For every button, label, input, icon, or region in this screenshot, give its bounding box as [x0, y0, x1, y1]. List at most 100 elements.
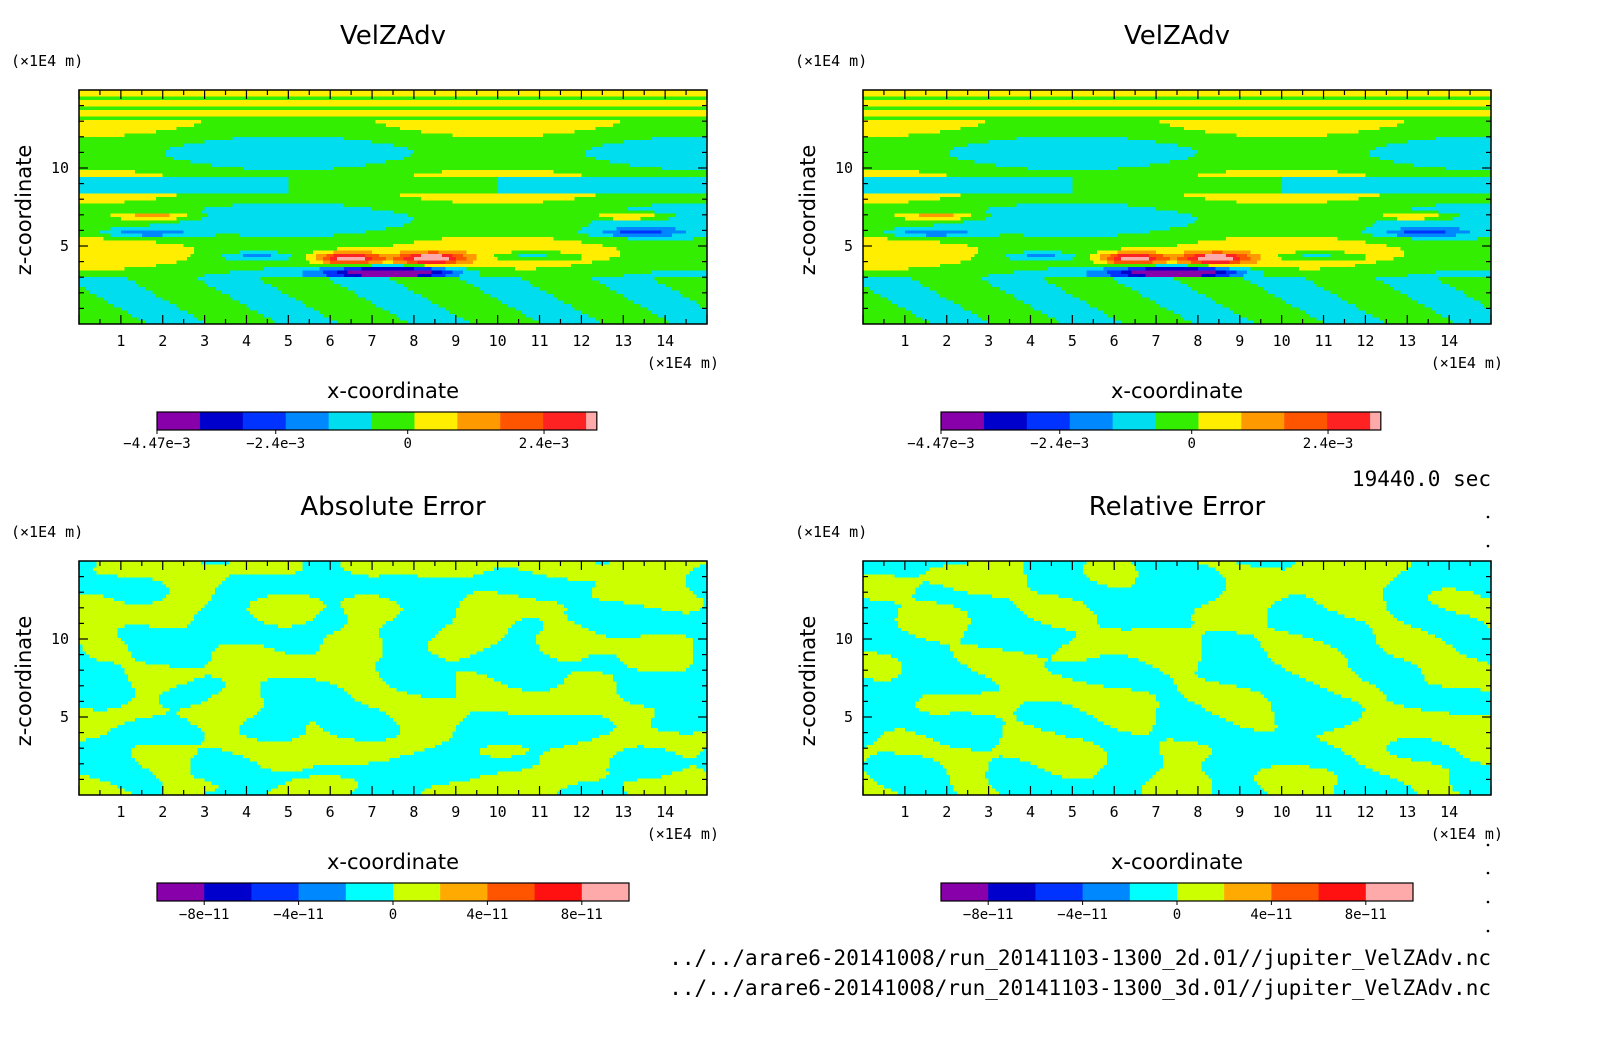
field-cell [383, 140, 387, 144]
field-cell [522, 130, 526, 134]
field-cell [519, 107, 523, 111]
field-cell [379, 154, 383, 158]
field-cell [117, 107, 121, 111]
field-cell [414, 117, 418, 121]
field-cell [243, 164, 247, 168]
field-cell [320, 117, 324, 121]
field-cell [274, 107, 278, 111]
field-cell [236, 140, 240, 144]
field-cell [630, 107, 634, 111]
field-cell [257, 117, 261, 121]
field-cell [693, 117, 697, 121]
field-cell [274, 117, 278, 121]
field-cell [648, 107, 652, 111]
field-cell [142, 140, 146, 144]
field-cell [390, 154, 394, 158]
field-cell [533, 93, 537, 97]
field-cell [260, 117, 264, 121]
field-cell [152, 154, 156, 158]
field-cell [201, 140, 205, 144]
field-cell [466, 117, 470, 121]
chart-panel: VelZAdv(×1E4 m)1 2 3 4 5 6 7 8 9 10 11 12 13 14510(×1… [11, 21, 719, 452]
field-cell [281, 117, 285, 121]
field-cell [96, 130, 100, 134]
field-cell [526, 130, 530, 134]
field-cell [634, 107, 638, 111]
field-cell [424, 140, 428, 144]
field-cell [690, 130, 694, 134]
field-cell [114, 117, 118, 121]
field-cell [526, 140, 530, 144]
field-cell [676, 107, 680, 111]
field-cell [424, 154, 428, 158]
field-cell [320, 130, 324, 134]
field-cell [428, 93, 432, 97]
field-cell [536, 107, 540, 111]
field-cell [344, 154, 348, 158]
field-cell [152, 130, 156, 134]
field-cell [508, 154, 512, 158]
field-cell [306, 154, 310, 158]
field-cell [187, 140, 191, 144]
field-cell [491, 117, 495, 121]
field-cell [477, 154, 481, 158]
field-cell [470, 117, 474, 121]
field-cell [407, 140, 411, 144]
field-cell [131, 117, 135, 121]
field-cell [574, 93, 578, 97]
field-cell [135, 154, 139, 158]
field-cell [191, 164, 195, 168]
field-cell [372, 117, 376, 121]
field-cell [665, 117, 669, 121]
field-cell [665, 164, 669, 168]
field-cell [306, 107, 310, 111]
field-cell [393, 107, 397, 111]
field-cell [180, 117, 184, 121]
field-cell [560, 140, 564, 144]
field-cell [574, 154, 578, 158]
field-cell [173, 154, 177, 158]
field-cell [86, 107, 90, 111]
field-cell [459, 164, 463, 168]
field-cell [571, 93, 575, 97]
field-cell [386, 107, 390, 111]
field-cell [285, 117, 289, 121]
field-cell [648, 130, 652, 134]
field-cell [512, 107, 516, 111]
field-cell [655, 140, 659, 144]
field-cell [396, 140, 400, 144]
field-cell [487, 164, 491, 168]
field-cell [491, 130, 495, 134]
field-cell [302, 130, 306, 134]
field-cell [669, 140, 673, 144]
field-cell [564, 154, 568, 158]
field-cell [498, 107, 502, 111]
field-cell [595, 140, 599, 144]
field-cell [121, 107, 125, 111]
field-cell [337, 154, 341, 158]
field-cell [302, 117, 306, 121]
field-cell [651, 164, 655, 168]
field-cell [362, 154, 366, 158]
field-cell [557, 117, 561, 121]
field-cell [529, 130, 533, 134]
field-cell [124, 107, 128, 111]
field-cell [177, 154, 181, 158]
field-cell [651, 93, 655, 97]
field-cell [379, 130, 383, 134]
field-cell [672, 130, 676, 134]
field-cell [295, 140, 299, 144]
field-cell [613, 107, 617, 111]
field-cell [515, 107, 519, 111]
field-cell [257, 164, 261, 168]
field-cell [341, 154, 345, 158]
field-cell [616, 130, 620, 134]
field-cell [351, 154, 355, 158]
field-cell [142, 93, 146, 97]
field-cell [480, 93, 484, 97]
field-cell [292, 164, 296, 168]
field-cell [257, 107, 261, 111]
field-cell [519, 93, 523, 97]
field-cell [323, 164, 327, 168]
field-cell [107, 117, 111, 121]
